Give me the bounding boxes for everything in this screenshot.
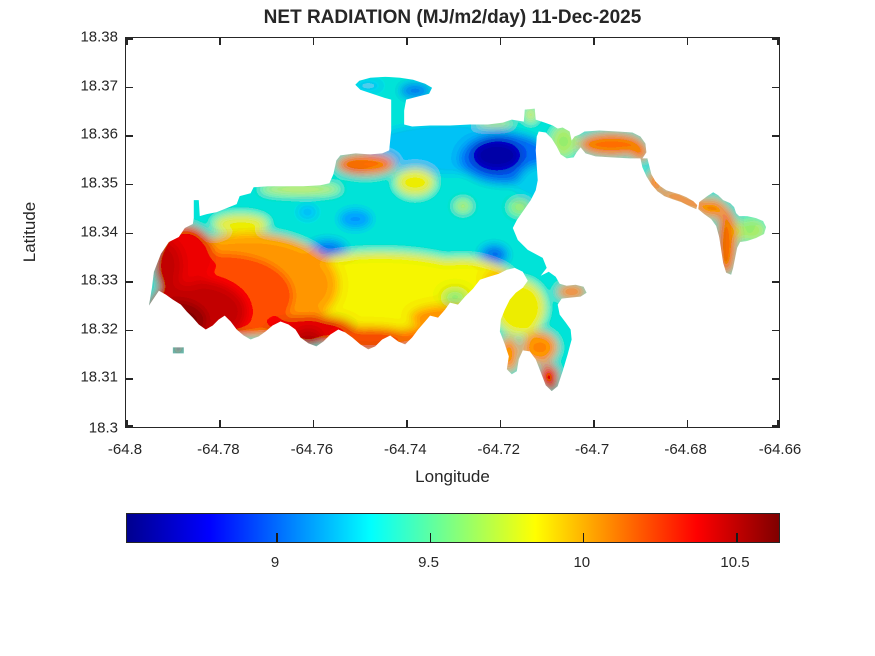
plot-area xyxy=(125,37,780,428)
axis-tick xyxy=(772,38,779,40)
y-axis-label: Latitude xyxy=(20,201,39,263)
x-tick-label-4: -64.72 xyxy=(477,441,520,458)
axis-tick xyxy=(406,420,408,427)
plot-title: NET RADIATION (MJ/m2/day) 11-Dec-2025 xyxy=(263,7,642,28)
axis-tick xyxy=(126,232,133,234)
colorbar-tick-label-1: 9.5 xyxy=(418,554,439,571)
y-tick-label-1: 18.37 xyxy=(80,77,118,95)
colorbar-tick xyxy=(276,533,278,542)
y-tick-label-4: 18.34 xyxy=(80,223,118,240)
x-tick-label-7: -64.66 xyxy=(758,441,802,458)
colorbar-tick-label-2: 10 xyxy=(573,554,591,571)
radiation-field xyxy=(148,76,767,392)
axis-tick xyxy=(312,420,315,427)
y-tick-label-3: 18.35 xyxy=(80,174,118,192)
y-tick-label-2: 18.36 xyxy=(80,125,118,143)
axis-tick xyxy=(126,425,133,427)
axis-tick xyxy=(126,329,133,332)
axis-tick xyxy=(777,420,779,427)
axis-tick xyxy=(126,38,133,40)
axis-tick xyxy=(219,420,221,427)
island-contour-map xyxy=(148,76,767,392)
colorbar-tick xyxy=(429,533,431,542)
axis-tick xyxy=(686,420,689,427)
axis-tick xyxy=(772,86,779,89)
colorbar-tick xyxy=(582,533,585,542)
axis-tick xyxy=(593,38,595,45)
axis-tick xyxy=(686,38,689,45)
axis-tick xyxy=(593,420,595,427)
y-tick-label-7: 18.31 xyxy=(80,368,118,386)
axis-tick xyxy=(126,281,133,283)
colorbar xyxy=(126,513,780,543)
axis-tick xyxy=(499,38,502,45)
axis-tick xyxy=(772,183,779,186)
axis-tick xyxy=(499,420,502,427)
y-tick-label-8: 18.3 xyxy=(88,419,118,437)
x-tick-label-0: -64.8 xyxy=(107,441,143,458)
axis-tick xyxy=(312,38,315,45)
axis-tick xyxy=(126,38,128,45)
island-landmass xyxy=(148,76,767,392)
axis-tick xyxy=(126,86,133,89)
colorbar-tick xyxy=(736,533,738,542)
x-tick-label-1: -64.78 xyxy=(197,441,240,458)
x-tick-label-6: -64.68 xyxy=(664,441,707,458)
axis-tick xyxy=(772,281,779,283)
x-tick-label-2: -64.76 xyxy=(290,441,334,458)
axis-tick xyxy=(772,425,779,427)
axis-tick xyxy=(772,378,779,380)
x-axis-label: Longitude xyxy=(415,467,490,486)
axis-tick xyxy=(126,183,133,186)
axis-tick xyxy=(406,38,408,45)
x-tick-label-5: -64.7 xyxy=(574,441,610,458)
colorbar-tick-label-0: 9 xyxy=(270,554,280,571)
axis-tick xyxy=(126,378,133,380)
axis-tick xyxy=(772,329,779,332)
axis-tick xyxy=(219,38,221,45)
axis-tick xyxy=(126,420,128,427)
y-tick-label-6: 18.32 xyxy=(80,320,118,338)
x-tick-label-3: -64.74 xyxy=(384,441,427,458)
axis-tick xyxy=(777,38,779,45)
y-tick-label-5: 18.33 xyxy=(80,271,118,289)
y-tick-label-0: 18.38 xyxy=(80,28,118,46)
colorbar-tick-label-3: 10.5 xyxy=(720,554,750,571)
axis-tick xyxy=(126,135,133,137)
axis-tick xyxy=(772,135,779,137)
axis-tick xyxy=(772,232,779,234)
